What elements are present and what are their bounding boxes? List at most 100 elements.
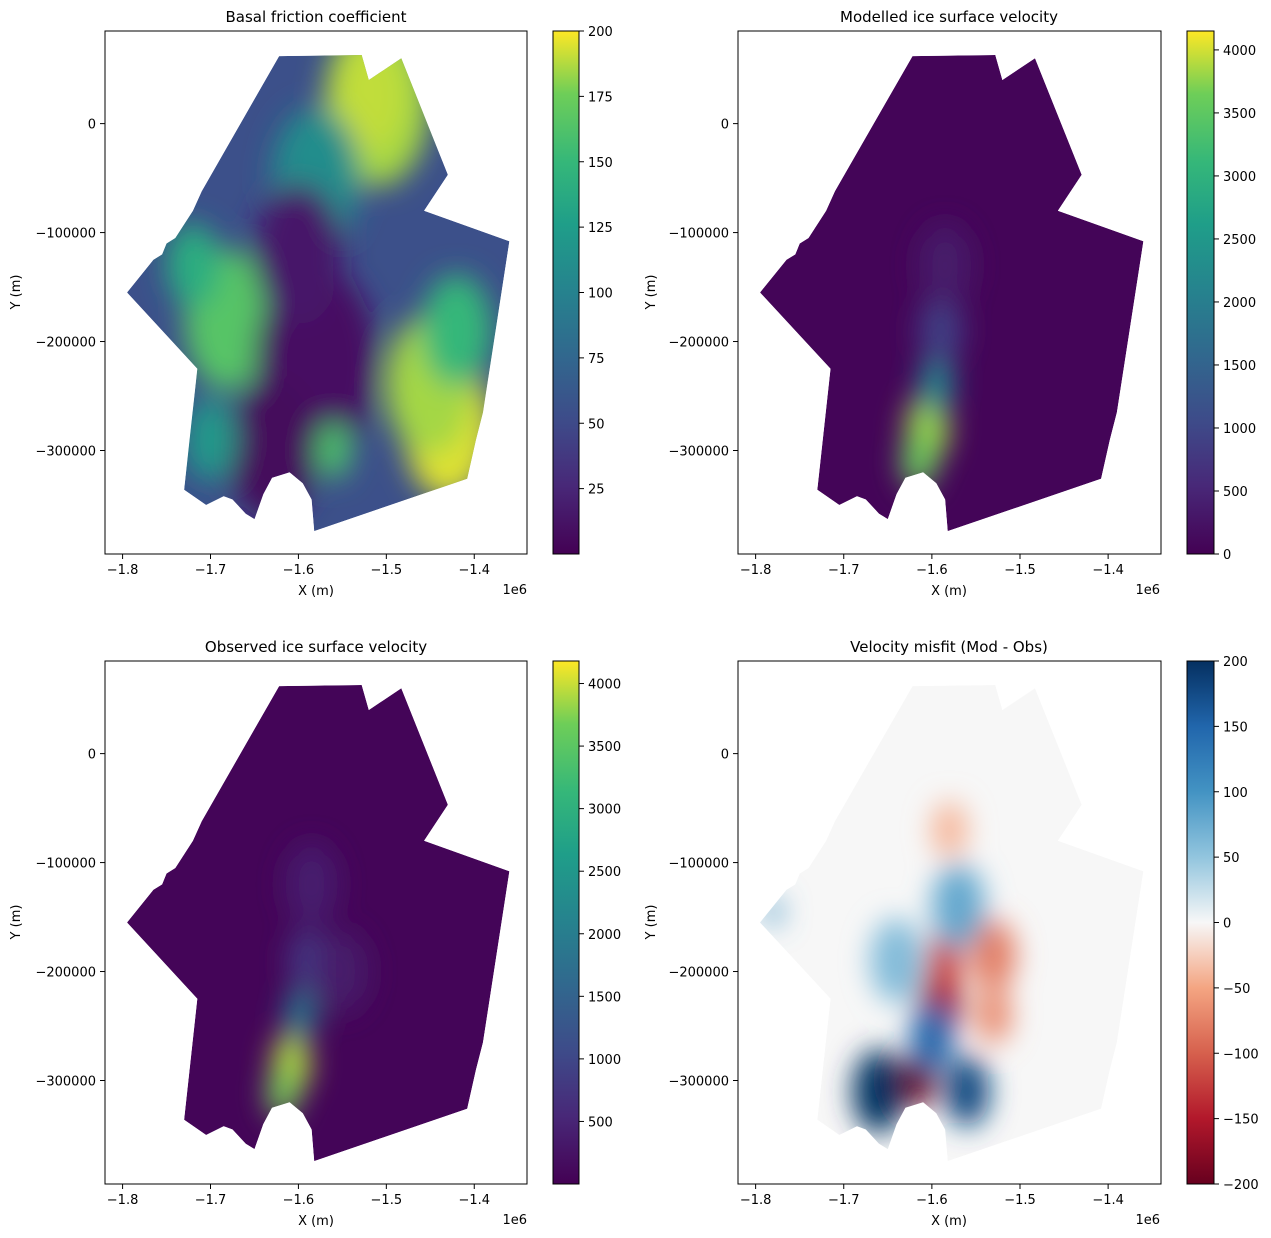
colorbar-gradient xyxy=(552,660,580,1185)
colorbar-tick-label: 125 xyxy=(588,221,613,236)
colorbar: 25 50 75 100 125 150 175 200 xyxy=(552,25,613,555)
colorbar: 0 500 1000 1500 2000 2500 3000 3500 4000 xyxy=(1186,30,1256,563)
colorbar-tick-label: −100 xyxy=(1223,1047,1259,1062)
plot-frame xyxy=(737,660,1162,1185)
field-features xyxy=(764,801,1016,1134)
field-feature xyxy=(870,918,924,1003)
x-axis-label: X (m) xyxy=(931,1214,967,1229)
colorbar-tick-label: 150 xyxy=(1223,720,1248,735)
x-tick-label: −1.7 xyxy=(828,1193,860,1208)
x-axis-label: X (m) xyxy=(931,584,967,599)
colorbar-tick-label: 2500 xyxy=(588,865,621,880)
field-clip xyxy=(760,685,1144,1162)
colorbar-tick-label: 3000 xyxy=(588,803,621,818)
colorbar-tick-label: 75 xyxy=(588,352,605,367)
colorbar-tick-label: 200 xyxy=(588,25,613,40)
y-tick-label: −200000 xyxy=(35,336,96,351)
chart-title: Observed ice surface velocity xyxy=(205,638,427,656)
colorbar-tick-label: 50 xyxy=(588,417,605,432)
y-tick-label: −100000 xyxy=(668,857,729,872)
colorbar-tick-label: 1000 xyxy=(588,1053,621,1068)
colorbar-tick-label: −200 xyxy=(1223,1178,1259,1193)
y-axis-label: Y (m) xyxy=(9,275,24,311)
field-feature xyxy=(918,295,963,366)
x-tick-label: −1.7 xyxy=(195,563,227,578)
y-tick-label: 0 xyxy=(721,748,729,763)
y-tick-label: −200000 xyxy=(668,336,729,351)
panel-modelled-velocity: Modelled ice surface velocity −1.8 −1.7 −1… xyxy=(644,8,1256,599)
field-feature xyxy=(931,801,968,859)
x-axis-ticks: −1.8 −1.7 −1.6 −1.5 −1.4 xyxy=(107,554,490,578)
plot-frame xyxy=(104,30,528,555)
x-tick-label: −1.4 xyxy=(1092,563,1124,578)
colorbar-gradient xyxy=(552,30,580,555)
colorbar-tick-label: 4000 xyxy=(588,678,621,693)
x-tick-label: −1.6 xyxy=(283,563,315,578)
colorbar-tick-label: 50 xyxy=(1223,851,1240,866)
y-axis-label: Y (m) xyxy=(644,905,659,941)
y-tick-label: −100000 xyxy=(35,227,96,242)
colorbar-tick-label: 2000 xyxy=(588,928,621,943)
colorbar-tick-label: 4000 xyxy=(1223,44,1256,59)
field-features xyxy=(266,842,369,1119)
y-tick-label: −100000 xyxy=(35,857,96,872)
x-tick-label: −1.8 xyxy=(107,563,139,578)
colorbar-gradient xyxy=(1186,660,1215,1185)
x-tick-label: −1.7 xyxy=(195,1193,227,1208)
x-offset-label: 1e6 xyxy=(1135,1213,1160,1228)
x-axis-ticks: −1.8 −1.7 −1.6 −1.5 −1.4 xyxy=(107,1184,490,1208)
colorbar-tick-label: 100 xyxy=(1223,786,1248,801)
x-offset-label: 1e6 xyxy=(502,1213,527,1228)
colorbar-tick-label: 100 xyxy=(588,287,613,302)
plot-frame xyxy=(737,30,1162,555)
colorbar-tick-label: 500 xyxy=(1223,485,1248,500)
colorbar-tick-label: 3500 xyxy=(1223,107,1256,122)
field-feature xyxy=(931,863,985,949)
y-tick-label: −300000 xyxy=(668,444,729,459)
x-tick-label: −1.6 xyxy=(283,1193,315,1208)
x-tick-label: −1.5 xyxy=(1004,563,1036,578)
colorbar-tick-label: 25 xyxy=(588,483,605,498)
y-tick-label: −300000 xyxy=(668,1074,729,1089)
y-axis-ticks: 0 −100000 −200000 −300000 xyxy=(35,748,105,1089)
colorbar-tick-label: 150 xyxy=(588,156,613,171)
colorbar: −200 −150 −100 −50 0 50 100 150 200 xyxy=(1186,655,1259,1193)
x-tick-label: −1.8 xyxy=(740,563,772,578)
x-axis-label: X (m) xyxy=(298,584,334,599)
x-tick-label: −1.4 xyxy=(458,1193,490,1208)
field-feature xyxy=(254,184,343,325)
colorbar-tick-label: 1500 xyxy=(1223,359,1256,374)
field-feature xyxy=(918,356,954,414)
y-tick-label: −300000 xyxy=(35,1074,96,1089)
field-feature xyxy=(975,986,1012,1044)
field-feature xyxy=(852,1049,906,1134)
colorbar-gradient xyxy=(1186,30,1215,555)
y-tick-label: −200000 xyxy=(668,966,729,981)
chart-title: Velocity misfit (Mod - Obs) xyxy=(850,638,1048,656)
field-map xyxy=(127,685,510,1162)
chart-title: Modelled ice surface velocity xyxy=(840,8,1058,26)
x-offset-label: 1e6 xyxy=(1135,583,1160,598)
colorbar: 500 1000 1500 2000 2500 3000 3500 4000 xyxy=(552,660,621,1185)
x-offset-label: 1e6 xyxy=(502,583,527,598)
colorbar-tick-label: 2500 xyxy=(1223,233,1256,248)
field-map xyxy=(760,685,1144,1162)
y-axis-ticks: 0 −100000 −200000 −300000 xyxy=(35,118,105,459)
colorbar-tick-label: 175 xyxy=(588,90,613,105)
x-tick-label: −1.7 xyxy=(828,563,860,578)
x-tick-label: −1.6 xyxy=(916,563,948,578)
field-feature xyxy=(918,222,972,308)
colorbar-tick-label: 1500 xyxy=(588,990,621,1005)
panel-velocity-misfit: Velocity misfit (Mod - Obs) −1.8 −1.7 −1.6… xyxy=(644,638,1259,1229)
x-tick-label: −1.5 xyxy=(1004,1193,1036,1208)
field-feature xyxy=(333,55,404,153)
colorbar-tick-label: 2000 xyxy=(1223,296,1256,311)
field-feature xyxy=(971,919,1016,991)
field-map xyxy=(760,55,1144,532)
y-tick-label: 0 xyxy=(721,118,729,133)
x-tick-label: −1.8 xyxy=(107,1193,139,1208)
y-tick-label: −100000 xyxy=(668,227,729,242)
y-tick-label: −300000 xyxy=(35,444,96,459)
y-axis-ticks: 0 −100000 −200000 −300000 xyxy=(668,748,738,1089)
